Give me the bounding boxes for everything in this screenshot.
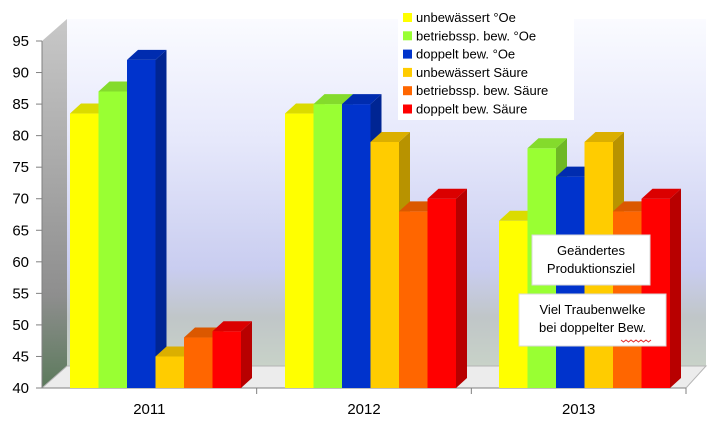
bar-front xyxy=(285,113,314,389)
bar-top xyxy=(342,94,382,105)
legend-swatch xyxy=(403,67,412,77)
annotation-box: Viel Traubenwelke bei doppelter Bew. xyxy=(518,293,667,347)
annotation-text: Viel Traubenwelke xyxy=(540,302,646,317)
bar-front xyxy=(427,198,456,388)
legend-item: doppelt bew. Säure xyxy=(403,102,527,117)
bar-side xyxy=(241,321,252,388)
bar xyxy=(427,188,467,388)
bar-front xyxy=(399,211,428,388)
bar-front xyxy=(313,104,342,388)
bar-top xyxy=(584,131,624,142)
bar-top xyxy=(212,321,252,332)
legend-label: unbewässert Säure xyxy=(416,65,528,80)
bar-front xyxy=(641,198,670,388)
legend-item: doppelt bew. °Oe xyxy=(403,47,515,62)
bar-side xyxy=(456,188,467,388)
bar xyxy=(370,131,410,389)
legend-label: betriebssp. bew. Säure xyxy=(416,83,548,98)
x-category-label: 2011 xyxy=(133,401,165,418)
bar-side xyxy=(155,49,167,388)
annotation-background xyxy=(518,293,667,347)
bar xyxy=(212,321,252,388)
y-tick-label: 65 xyxy=(12,222,29,239)
annotation-text: bei doppelter Bew. xyxy=(539,320,646,335)
spellcheck-underline xyxy=(620,339,652,343)
side-wall xyxy=(42,19,67,388)
legend-swatch xyxy=(403,49,412,59)
y-tick-label: 85 xyxy=(12,96,29,113)
bar-top xyxy=(127,49,167,60)
bar-front xyxy=(370,141,399,388)
bar xyxy=(127,49,167,388)
annotations: Geändertes Produktionsziel Viel Traubenwel… xyxy=(518,234,667,347)
annotation-text: Produktionsziel xyxy=(547,261,635,276)
y-tick-label: 40 xyxy=(12,380,29,397)
bar-top xyxy=(370,131,410,142)
annotation-text: Geändertes xyxy=(557,243,625,258)
legend-label: doppelt bew. Säure xyxy=(416,102,527,117)
legend-item: unbewässert °Oe xyxy=(403,10,516,25)
annotation-box: Geändertes Produktionsziel xyxy=(531,234,651,286)
legend-item: unbewässert Säure xyxy=(403,65,528,80)
y-tick-label: 95 xyxy=(12,33,29,50)
bar-front xyxy=(127,59,156,388)
y-tick-label: 60 xyxy=(12,254,29,271)
y-tick-label: 50 xyxy=(12,317,29,334)
y-tick-label: 80 xyxy=(12,128,29,145)
legend-item: betriebssp. bew. °Oe xyxy=(403,28,536,43)
x-category-label: 2012 xyxy=(347,401,380,418)
bar-front xyxy=(70,113,99,389)
bar xyxy=(641,188,681,388)
y-axis: 40 45 50 55 60 65 70 75 80 85 90 95 xyxy=(12,33,42,397)
legend-label: doppelt bew. °Oe xyxy=(416,47,515,62)
legend-item: betriebssp. bew. Säure xyxy=(403,83,548,98)
y-tick-label: 55 xyxy=(12,285,29,302)
y-tick-label: 70 xyxy=(12,191,29,208)
bar-top xyxy=(527,138,567,149)
bar-top xyxy=(641,188,681,199)
annotation-background xyxy=(531,234,651,286)
x-axis: 2011 2012 2013 xyxy=(133,388,687,418)
legend-swatch xyxy=(403,86,412,96)
bar-front xyxy=(98,91,127,389)
y-tick-label: 75 xyxy=(12,159,29,176)
bar-top xyxy=(427,188,467,199)
bar-side xyxy=(670,188,681,388)
legend-swatch xyxy=(403,13,412,22)
y-tick-label: 45 xyxy=(12,348,29,365)
bars xyxy=(70,49,681,389)
bar-front xyxy=(155,356,184,388)
legend-swatch xyxy=(403,31,412,41)
legend: unbewässert °Oe betriebssp. bew. °Oe doppe… xyxy=(398,6,574,120)
x-category-label: 2013 xyxy=(562,401,595,418)
bar-front xyxy=(212,331,241,388)
legend-background xyxy=(398,6,574,120)
bar-top xyxy=(313,94,353,105)
y-tick-label: 90 xyxy=(12,65,29,82)
bar-front xyxy=(184,337,213,388)
legend-label: betriebssp. bew. °Oe xyxy=(416,28,536,43)
legend-label: unbewässert °Oe xyxy=(416,10,516,25)
legend-swatch xyxy=(403,104,412,114)
bar-front xyxy=(342,104,371,388)
